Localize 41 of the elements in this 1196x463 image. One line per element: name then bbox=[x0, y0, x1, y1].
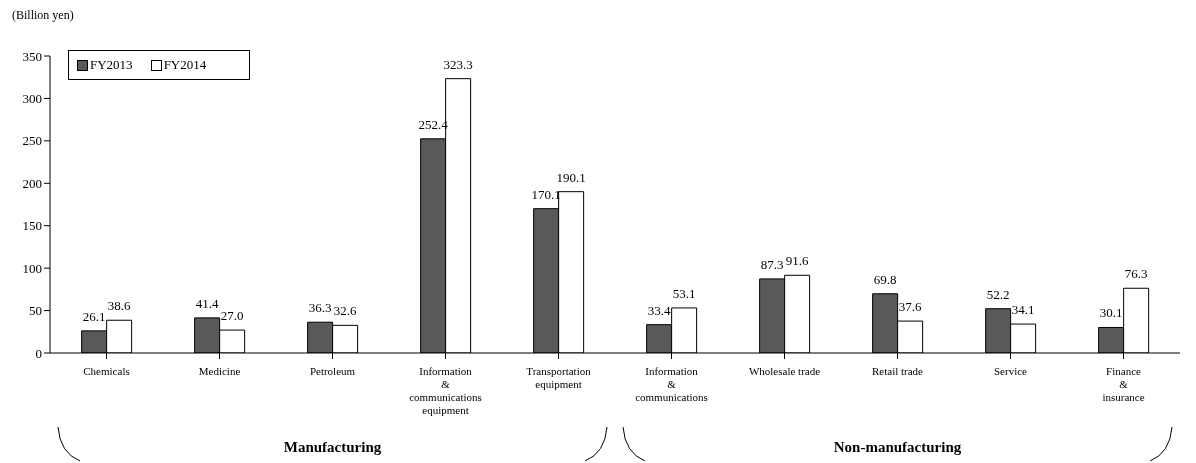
x-tick-label: Information & communications bbox=[635, 365, 708, 403]
data-label: 53.1 bbox=[672, 285, 696, 301]
data-label: 26.1 bbox=[82, 308, 106, 324]
data-label: 41.4 bbox=[195, 295, 220, 311]
x-tick-label: Chemicals bbox=[83, 365, 130, 377]
data-label: 33.4 bbox=[647, 302, 672, 318]
x-tick-label: Petroleum bbox=[309, 365, 356, 377]
y-tick-label: 350 bbox=[22, 48, 42, 64]
x-tick-label: Information & communications equipment bbox=[409, 365, 482, 416]
data-label: 323.3 bbox=[443, 56, 473, 72]
data-label: 38.6 bbox=[107, 298, 132, 314]
data-label: 27.0 bbox=[220, 308, 244, 324]
y-tick-label: 50 bbox=[29, 303, 42, 319]
data-label: 52.2 bbox=[986, 286, 1010, 302]
x-tick-label: Medicine bbox=[198, 365, 241, 377]
y-tick-label: 150 bbox=[22, 218, 42, 234]
data-label: 190.1 bbox=[556, 169, 586, 185]
x-tick-label: Finance & insurance bbox=[1102, 365, 1145, 403]
text: Non-manufacturing bbox=[833, 439, 962, 455]
legend-label: FY2013 bbox=[90, 57, 133, 73]
y-tick-label: 250 bbox=[22, 133, 42, 149]
y-axis-title: (Billion yen) bbox=[12, 8, 74, 23]
data-label: 91.6 bbox=[785, 253, 810, 269]
data-label: 76.3 bbox=[1124, 266, 1148, 282]
x-tick-label: Transportation equipment bbox=[526, 365, 592, 390]
data-label: 30.1 bbox=[1099, 305, 1123, 321]
data-label: 37.6 bbox=[898, 299, 923, 315]
x-tick-label: Retail trade bbox=[871, 365, 924, 377]
y-tick-label: 100 bbox=[22, 260, 42, 276]
data-label: 32.6 bbox=[333, 303, 358, 319]
y-tick-label: 200 bbox=[22, 175, 42, 191]
y-tick-label: 300 bbox=[22, 91, 42, 107]
data-label: 34.1 bbox=[1011, 302, 1035, 318]
data-label: 87.3 bbox=[760, 256, 784, 272]
text: Manufacturing bbox=[283, 439, 382, 455]
x-tick-label: Wholesale trade bbox=[748, 365, 821, 377]
x-tick-label: Service bbox=[994, 365, 1028, 377]
legend-label: FY2014 bbox=[163, 57, 207, 73]
data-label: 36.3 bbox=[308, 300, 332, 316]
y-tick-label: 0 bbox=[35, 345, 42, 361]
data-label: 69.8 bbox=[873, 271, 897, 287]
